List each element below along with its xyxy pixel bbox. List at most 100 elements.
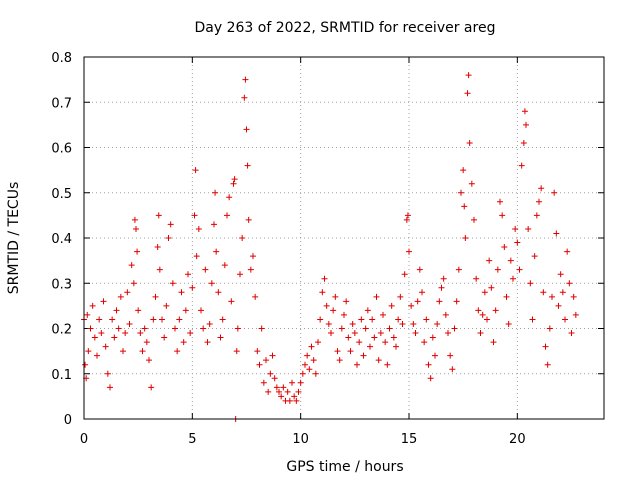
data-point [369, 316, 376, 323]
data-point [516, 266, 523, 273]
data-point [319, 289, 326, 296]
data-point [242, 76, 249, 83]
data-point [458, 189, 464, 196]
data-point [174, 348, 181, 355]
data-point [245, 216, 252, 223]
data-point [397, 293, 404, 300]
data-point [100, 298, 107, 305]
data-point [180, 339, 187, 346]
data-point [89, 302, 96, 309]
data-point [137, 330, 144, 337]
data-point [484, 316, 490, 323]
data-point [219, 316, 226, 323]
data-point [490, 339, 497, 346]
data-point [82, 361, 89, 368]
data-point [284, 388, 291, 395]
data-point [419, 289, 425, 296]
data-point [360, 352, 367, 359]
data-point [289, 379, 295, 386]
data-point [224, 212, 230, 219]
data-point [356, 339, 363, 346]
data-point [215, 289, 222, 296]
data-point [364, 307, 371, 314]
data-point [265, 388, 272, 395]
data-point [239, 235, 246, 241]
data-point [434, 320, 441, 327]
data-point [497, 198, 503, 205]
data-point [263, 357, 269, 364]
data-point [109, 316, 116, 323]
data-point [159, 316, 165, 323]
data-point [243, 126, 250, 133]
data-point [208, 280, 215, 287]
data-point [341, 311, 347, 318]
data-point [533, 212, 540, 219]
data-point [185, 271, 191, 278]
data-point [423, 316, 430, 323]
data-point [156, 266, 163, 273]
data-point [386, 325, 393, 332]
data-point [527, 280, 534, 287]
data-point [200, 325, 207, 332]
data-point [520, 139, 527, 146]
data-point [276, 388, 282, 395]
data-point [172, 325, 178, 332]
data-point [87, 325, 94, 332]
data-point [107, 384, 113, 391]
data-point [213, 248, 220, 255]
data-point [572, 311, 579, 318]
data-point [445, 330, 451, 337]
data-point [354, 361, 360, 368]
x-tick-label: 5 [188, 432, 196, 447]
data-point [143, 339, 150, 346]
data-point [169, 280, 176, 287]
data-point [167, 221, 174, 228]
data-point [152, 293, 159, 300]
data-point [523, 121, 529, 128]
data-point [226, 194, 233, 201]
data-point [254, 348, 261, 355]
data-point [122, 330, 129, 337]
data-point [237, 271, 243, 278]
data-point [461, 203, 468, 210]
data-point [291, 393, 298, 400]
data-point [455, 266, 462, 273]
data-point [154, 244, 161, 251]
data-point [234, 325, 241, 332]
data-point [382, 339, 389, 346]
data-point [111, 334, 118, 341]
data-point [273, 384, 280, 391]
data-point [302, 361, 308, 368]
data-point [401, 271, 408, 278]
data-point [315, 339, 321, 346]
data-point [404, 212, 411, 219]
data-point [512, 225, 519, 232]
data-point [297, 379, 304, 386]
data-point [198, 307, 204, 314]
data-point [481, 289, 488, 296]
data-point [538, 185, 545, 192]
data-point [133, 225, 139, 232]
x-tick-label: 0 [80, 432, 88, 447]
data-point [488, 284, 495, 291]
data-point [94, 352, 100, 359]
data-point [453, 298, 460, 305]
data-point [380, 311, 386, 318]
y-tick-label: 0.8 [51, 51, 72, 66]
data-point [399, 320, 406, 327]
data-point [475, 307, 482, 314]
data-point [536, 198, 542, 205]
data-point [375, 357, 382, 364]
data-point [230, 180, 237, 187]
data-point [416, 266, 423, 273]
data-point [338, 325, 345, 332]
data-point [148, 384, 155, 391]
data-point [562, 316, 568, 323]
data-point [529, 316, 536, 323]
y-tick-label: 0.2 [51, 323, 72, 338]
data-point [134, 248, 141, 255]
data-point [176, 316, 183, 323]
data-point [221, 262, 228, 269]
data-point [393, 343, 399, 350]
